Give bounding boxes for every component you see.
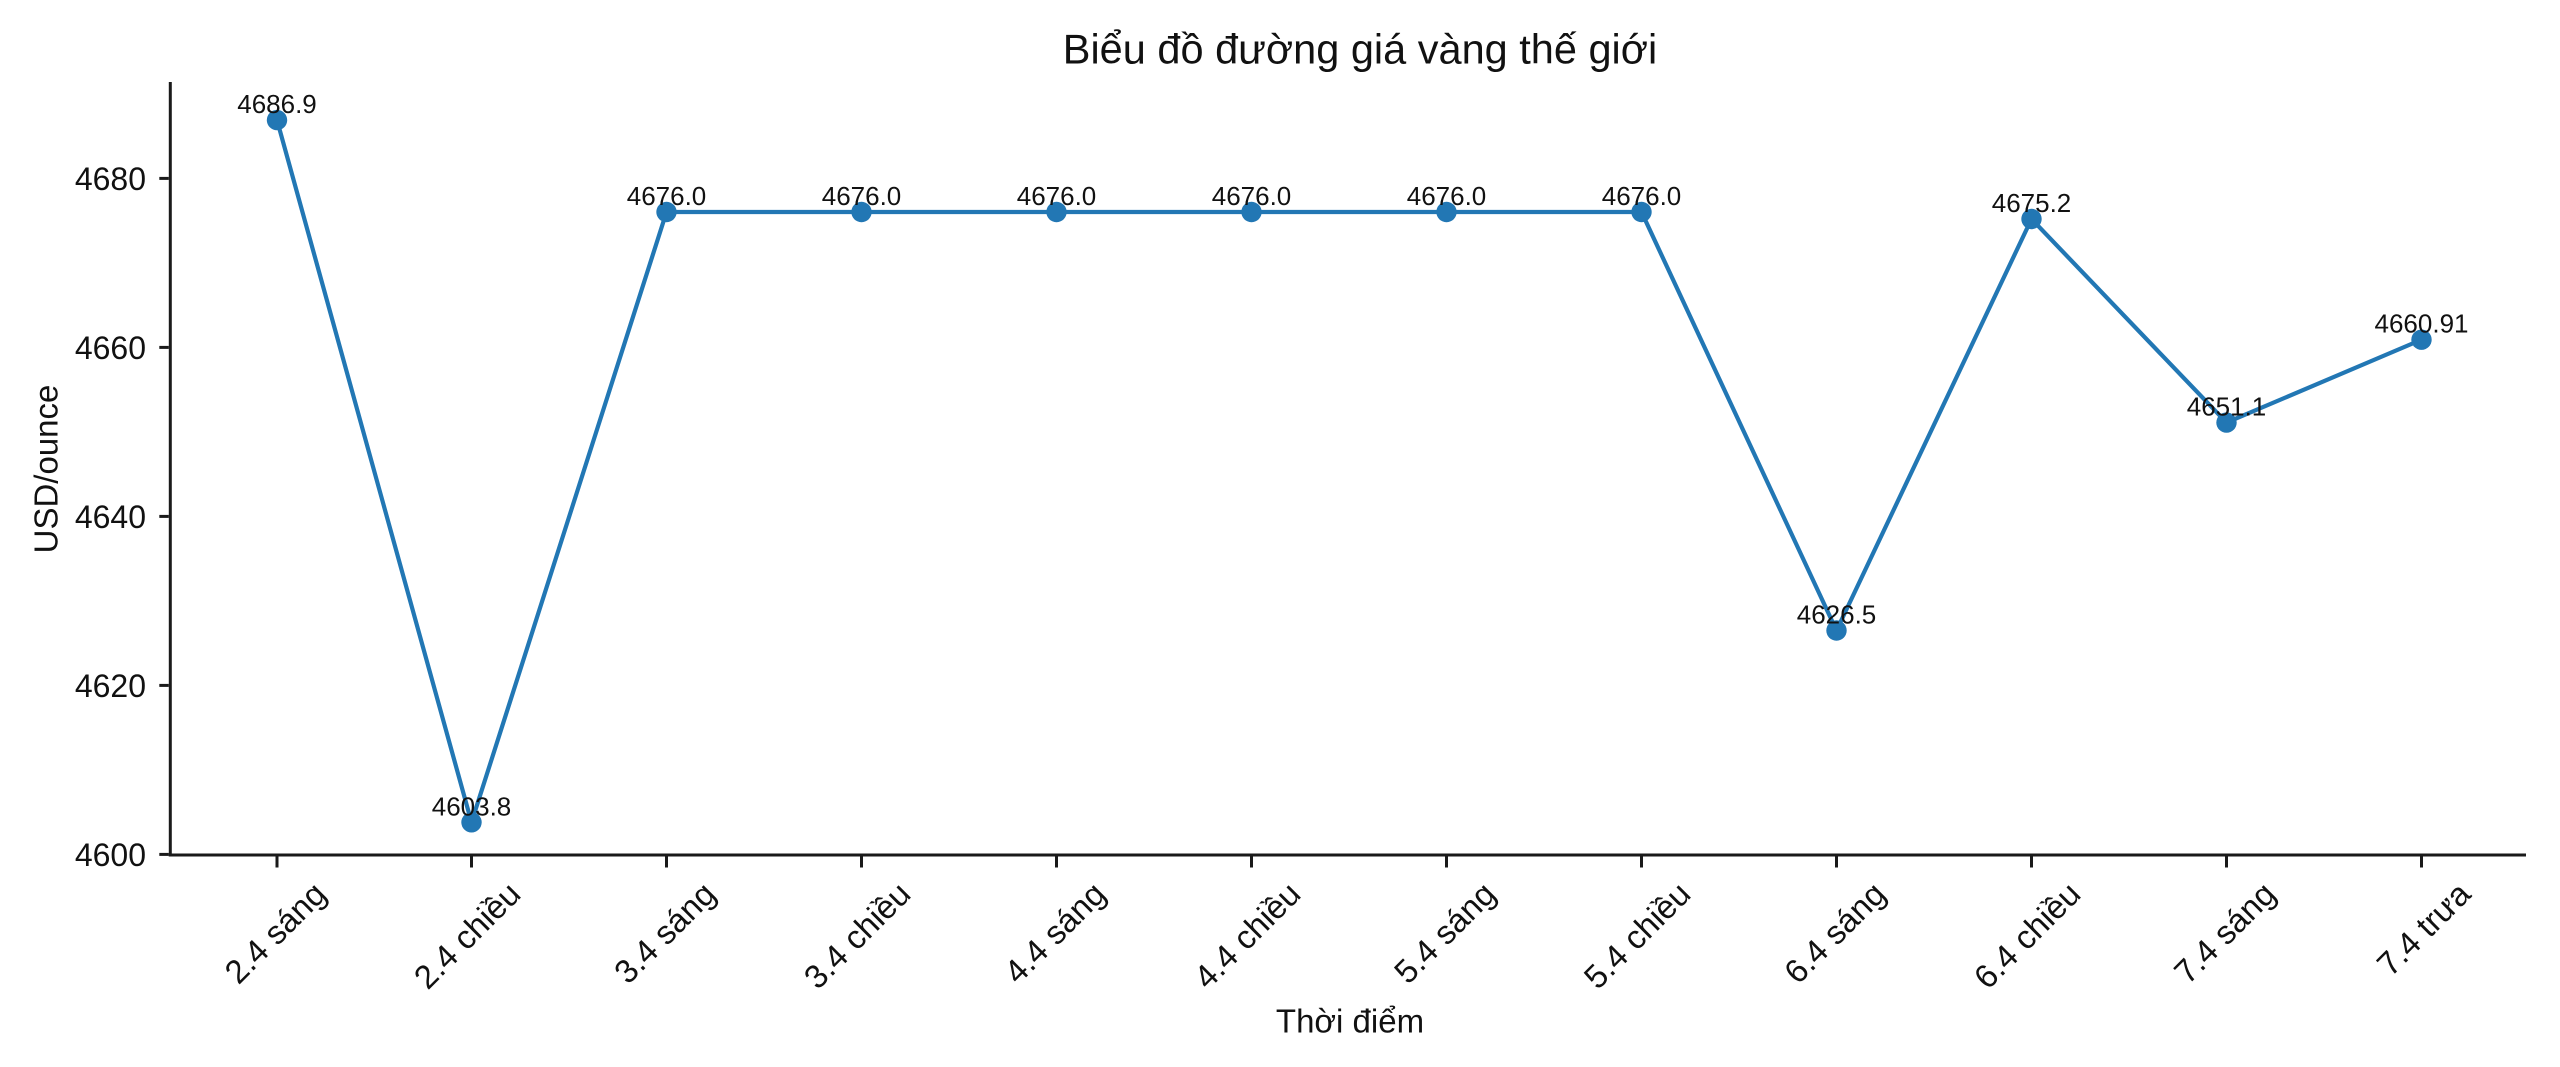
svg-text:4651.1: 4651.1	[2187, 392, 2267, 422]
svg-text:4600: 4600	[75, 837, 146, 873]
svg-text:4640: 4640	[75, 499, 146, 535]
svg-text:4680: 4680	[75, 161, 146, 197]
svg-text:4675.2: 4675.2	[1992, 188, 2072, 218]
svg-text:4603.8: 4603.8	[432, 791, 512, 821]
svg-text:4676.0: 4676.0	[1212, 181, 1292, 211]
svg-text:4626.5: 4626.5	[1797, 600, 1877, 630]
svg-text:4676.0: 4676.0	[627, 181, 707, 211]
svg-text:4676.0: 4676.0	[1602, 181, 1682, 211]
svg-text:Thời điểm: Thời điểm	[1276, 1003, 1424, 1040]
svg-text:4620: 4620	[75, 668, 146, 704]
svg-text:4686.9: 4686.9	[237, 89, 317, 119]
svg-text:USD/ounce: USD/ounce	[28, 385, 65, 554]
svg-text:4676.0: 4676.0	[1017, 181, 1097, 211]
svg-text:4660.91: 4660.91	[2375, 309, 2469, 339]
svg-text:4676.0: 4676.0	[822, 181, 902, 211]
svg-text:4660: 4660	[75, 330, 146, 366]
svg-text:Biểu đồ đường giá vàng thế giớ: Biểu đồ đường giá vàng thế giới	[1063, 26, 1657, 73]
svg-text:4676.0: 4676.0	[1407, 181, 1487, 211]
